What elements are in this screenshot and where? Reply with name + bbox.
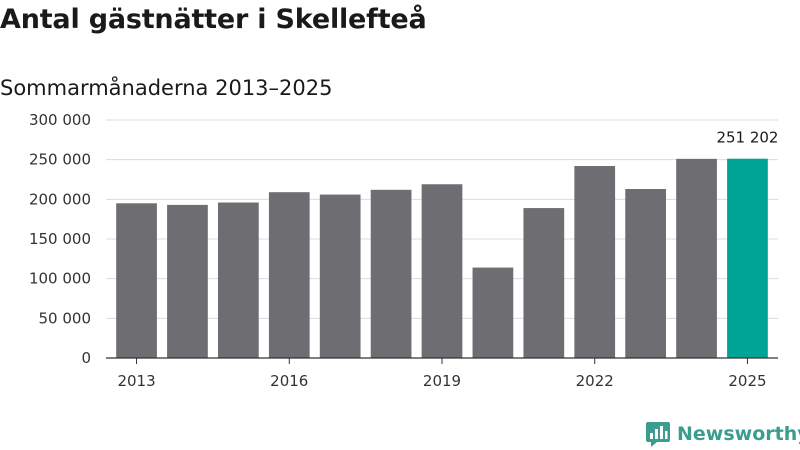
bar-2025 <box>727 158 768 358</box>
newsworthy-logo-icon <box>646 422 670 447</box>
y-tick-label: 0 <box>81 349 91 367</box>
y-tick-label: 250 000 <box>29 151 91 169</box>
x-tick-label: 2019 <box>423 372 461 390</box>
x-tick-label: 2013 <box>117 372 155 390</box>
y-tick-label: 150 000 <box>29 230 91 248</box>
bar-2024 <box>676 158 717 358</box>
chart-subtitle: Sommarmånaderna 2013–2025 <box>0 76 333 100</box>
bar-2019 <box>421 184 463 358</box>
bar-2016 <box>268 192 310 358</box>
x-tick-label: 2022 <box>576 372 614 390</box>
x-tick-label: 2025 <box>728 372 766 390</box>
bar-chart: 0 50 000 100 000 150 000 200 000 250 000 300 0… <box>29 111 779 390</box>
bar-2013 <box>116 203 157 358</box>
brand-logo: Newsworthy <box>645 420 800 448</box>
bar-2021 <box>523 208 565 358</box>
bar-2022 <box>574 166 616 358</box>
chart-title: Antal gästnätter i Skellefteå <box>0 4 427 35</box>
bar-2017 <box>319 194 361 358</box>
bar-2020 <box>472 267 514 358</box>
bar-2014 <box>167 204 208 358</box>
x-tick-label: 2016 <box>270 372 308 390</box>
value-label-highlight: 251 202 <box>716 129 778 147</box>
y-tick-label: 100 000 <box>29 270 91 288</box>
y-tick-label: 50 000 <box>39 309 92 327</box>
y-tick-label: 300 000 <box>29 111 91 129</box>
bar-2023 <box>625 189 666 358</box>
brand-name: Newsworthy <box>677 423 800 445</box>
y-tick-label: 200 000 <box>29 190 91 208</box>
bar-2015 <box>218 202 259 358</box>
bar-2018 <box>370 189 412 358</box>
